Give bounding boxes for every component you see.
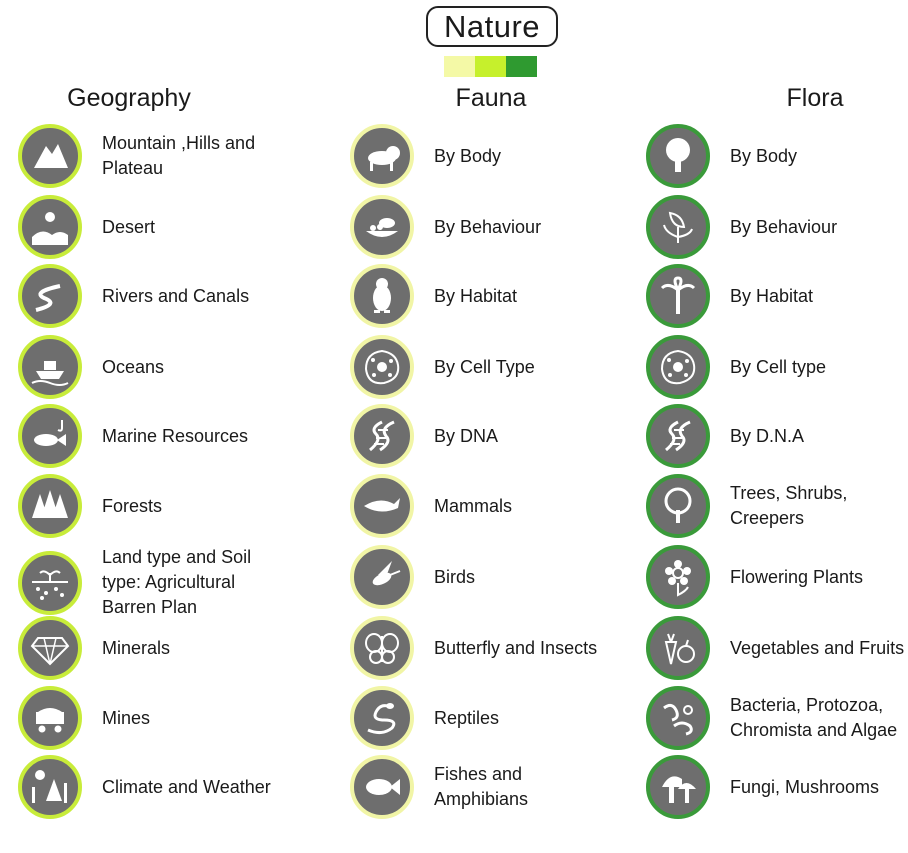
page-title: Nature	[426, 6, 558, 47]
lion-icon	[350, 124, 414, 188]
category-item: Climate and Weather	[18, 755, 282, 819]
mine-cart-icon	[18, 686, 82, 750]
carrot-apple-icon	[646, 616, 710, 680]
category-item: Bacteria, Protozoa, Chromista and Algae	[646, 686, 908, 750]
penguin-icon	[350, 264, 414, 328]
category-item: Trees, Shrubs, Creepers	[646, 474, 908, 538]
category-item: Fishes and Amphibians	[350, 755, 614, 819]
desert-icon	[18, 195, 82, 259]
heading-geography: Geography	[67, 84, 191, 112]
hummingbird-icon	[350, 545, 414, 609]
color-legend	[444, 56, 537, 77]
flora-item-label: By Behaviour	[730, 216, 838, 237]
flower-icon	[646, 545, 710, 609]
fish-icon	[350, 755, 414, 819]
category-item: Oceans	[18, 335, 282, 399]
geography-item-label: Mountain ,Hills and Plateau	[102, 133, 256, 178]
geography-item-label: Mines	[102, 707, 151, 728]
tree-icon	[646, 124, 710, 188]
legend-swatch-1	[444, 56, 475, 77]
cell-icon	[646, 335, 710, 399]
category-item: Reptiles	[350, 686, 614, 750]
category-item: Butterfly and Insects	[350, 616, 614, 680]
category-item: By Behaviour	[646, 195, 908, 259]
category-item: Fungi, Mushrooms	[646, 755, 908, 819]
category-item: By Body	[350, 124, 614, 188]
category-item: Minerals	[18, 616, 282, 680]
geography-item-label: Marine Resources	[102, 425, 249, 446]
legend-swatch-3	[506, 56, 537, 77]
palm-icon	[646, 264, 710, 328]
fauna-item-label: Butterfly and Insects	[434, 637, 598, 658]
forest-icon	[18, 474, 82, 538]
snake-icon	[350, 686, 414, 750]
geography-item-label: Forests	[102, 495, 163, 516]
dna-icon	[646, 404, 710, 468]
fauna-item-label: Fishes and Amphibians	[434, 764, 529, 809]
geography-item-label: Rivers and Canals	[102, 285, 250, 306]
flora-item-label: By Habitat	[730, 285, 814, 306]
flora-item-label: Trees, Shrubs, Creepers	[730, 483, 848, 528]
river-icon	[18, 264, 82, 328]
butterfly-icon	[350, 616, 414, 680]
fauna-item-label: By DNA	[434, 425, 499, 446]
category-item: Birds	[350, 545, 614, 609]
cell-icon	[350, 335, 414, 399]
flora-item-label: Vegetables and Fruits	[730, 637, 905, 658]
category-item: Land type and Soil type: Agricultural Ba…	[18, 545, 282, 620]
heading-flora: Flora	[786, 84, 844, 112]
category-item: Mines	[18, 686, 282, 750]
fauna-item-label: By Body	[434, 145, 502, 166]
geography-item-label: Minerals	[102, 637, 171, 658]
geography-item-label: Land type and Soil type: Agricultural Ba…	[102, 547, 252, 617]
bacteria-icon	[646, 686, 710, 750]
geography-item-label: Oceans	[102, 356, 165, 377]
flora-item-label: Bacteria, Protozoa, Chromista and Algae	[730, 695, 898, 740]
fauna-item-label: By Habitat	[434, 285, 518, 306]
category-item: By D.N.A	[646, 404, 908, 468]
fauna-item-label: Birds	[434, 566, 476, 587]
mountain-icon	[18, 124, 82, 188]
flora-item-label: By Body	[730, 145, 798, 166]
fish-hook-icon	[18, 404, 82, 468]
dna-icon	[350, 404, 414, 468]
flytrap-icon	[646, 195, 710, 259]
category-item: By Habitat	[646, 264, 908, 328]
fauna-item-label: Reptiles	[434, 707, 500, 728]
soil-sprout-icon	[18, 550, 82, 615]
fauna-item-label: By Cell Type	[434, 356, 535, 377]
flora-item-label: By Cell type	[730, 356, 827, 377]
fauna-item-label: Mammals	[434, 495, 513, 516]
category-item: By Behaviour	[350, 195, 614, 259]
category-item: Vegetables and Fruits	[646, 616, 908, 680]
category-item: Rivers and Canals	[18, 264, 282, 328]
category-item: By Cell Type	[350, 335, 614, 399]
category-item: By Body	[646, 124, 908, 188]
geography-item-label: Desert	[102, 216, 156, 237]
round-tree-icon	[646, 474, 710, 538]
category-item: Mammals	[350, 474, 614, 538]
bird-nest-icon	[350, 195, 414, 259]
heading-fauna: Fauna	[455, 84, 527, 112]
flora-item-label: By D.N.A	[730, 425, 805, 446]
flora-item-label: Flowering Plants	[730, 566, 864, 587]
mushroom-icon	[646, 755, 710, 819]
ship-icon	[18, 335, 82, 399]
fauna-item-label: By Behaviour	[434, 216, 542, 237]
category-item: Forests	[18, 474, 282, 538]
legend-swatch-2	[475, 56, 506, 77]
climate-icon	[18, 755, 82, 819]
geography-item-label: Climate and Weather	[102, 776, 271, 797]
flora-item-label: Fungi, Mushrooms	[730, 776, 880, 797]
diamond-icon	[18, 616, 82, 680]
whale-icon	[350, 474, 414, 538]
category-item: By Cell type	[646, 335, 908, 399]
category-item: Marine Resources	[18, 404, 282, 468]
category-item: By Habitat	[350, 264, 614, 328]
category-item: Mountain ,Hills and Plateau	[18, 124, 282, 188]
category-item: By DNA	[350, 404, 614, 468]
category-item: Flowering Plants	[646, 545, 908, 609]
category-item: Desert	[18, 195, 282, 259]
